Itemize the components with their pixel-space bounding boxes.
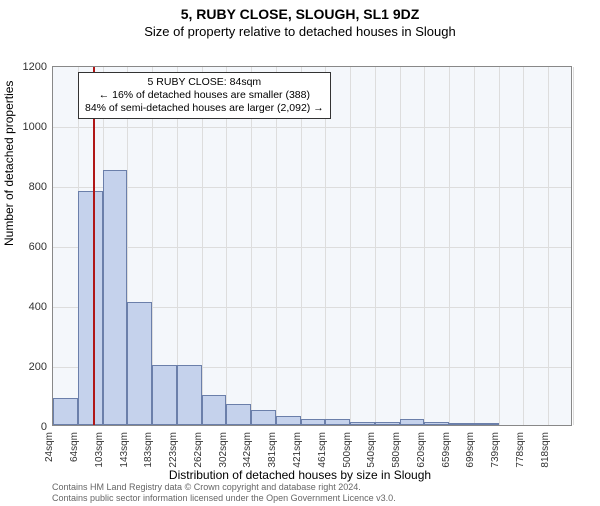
- bar: [276, 416, 301, 425]
- annotation-box: 5 RUBY CLOSE: 84sqm ← 16% of detached ho…: [78, 72, 331, 119]
- gridline-v: [325, 67, 326, 425]
- gridline-v: [276, 67, 277, 425]
- gridline-v: [226, 67, 227, 425]
- bar: [127, 302, 152, 425]
- bar: [177, 365, 202, 425]
- annotation-line-1: 5 RUBY CLOSE: 84sqm: [85, 76, 324, 89]
- bar: [53, 398, 78, 425]
- bar: [350, 422, 375, 425]
- gridline-v: [350, 67, 351, 425]
- annotation-line-2: ← 16% of detached houses are smaller (38…: [85, 89, 324, 102]
- bar: [325, 419, 350, 425]
- bar: [78, 191, 103, 425]
- gridline-v: [573, 67, 574, 425]
- bar: [152, 365, 177, 425]
- footer-line-1: Contains HM Land Registry data © Crown c…: [52, 482, 396, 493]
- gridline-h: [53, 187, 571, 188]
- gridline-v: [523, 67, 524, 425]
- gridline-v: [375, 67, 376, 425]
- footer-line-2: Contains public sector information licen…: [52, 493, 396, 504]
- y-tick: 800: [7, 181, 53, 193]
- bar: [301, 419, 326, 425]
- bar: [103, 170, 128, 425]
- gridline-v: [499, 67, 500, 425]
- gridline-v: [400, 67, 401, 425]
- gridline-v: [548, 67, 549, 425]
- y-tick: 600: [7, 241, 53, 253]
- bar: [474, 423, 499, 425]
- y-tick: 200: [7, 361, 53, 373]
- chart-area: 02004006008001000120024sqm64sqm103sqm143…: [52, 66, 572, 426]
- chart-title: 5, RUBY CLOSE, SLOUGH, SL1 9DZ: [0, 6, 600, 22]
- gridline-v: [251, 67, 252, 425]
- gridline-v: [449, 67, 450, 425]
- gridline-h: [53, 247, 571, 248]
- marker-line: [93, 67, 95, 425]
- plot-area: 02004006008001000120024sqm64sqm103sqm143…: [52, 66, 572, 426]
- x-axis-label: Distribution of detached houses by size …: [0, 468, 600, 482]
- bar: [251, 410, 276, 425]
- gridline-v: [424, 67, 425, 425]
- y-axis-label: Number of detached properties: [2, 81, 16, 246]
- bar: [424, 422, 449, 425]
- y-tick: 1200: [7, 61, 53, 73]
- y-tick: 1000: [7, 121, 53, 133]
- bar: [375, 422, 400, 425]
- bar: [449, 423, 474, 425]
- bar: [226, 404, 251, 425]
- annotation-line-3: 84% of semi-detached houses are larger (…: [85, 102, 324, 115]
- gridline-v: [301, 67, 302, 425]
- gridline-h: [53, 127, 571, 128]
- bar: [400, 419, 425, 425]
- gridline-v: [202, 67, 203, 425]
- bar: [202, 395, 227, 425]
- chart-subtitle: Size of property relative to detached ho…: [0, 24, 600, 39]
- footer: Contains HM Land Registry data © Crown c…: [52, 482, 396, 504]
- y-tick: 400: [7, 301, 53, 313]
- gridline-v: [474, 67, 475, 425]
